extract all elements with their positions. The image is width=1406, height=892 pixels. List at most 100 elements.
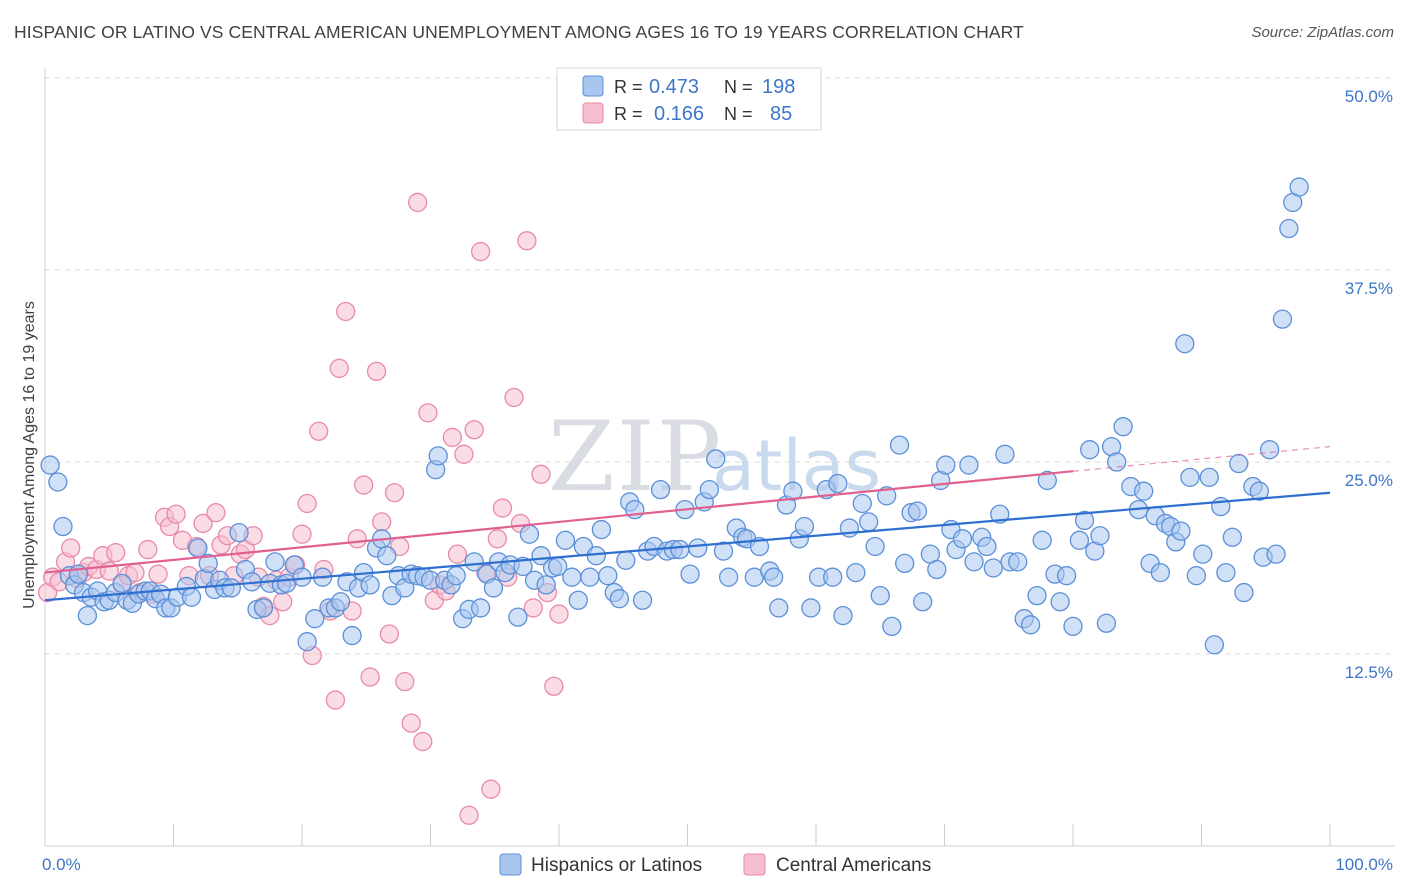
hispanics-point-209 [1289, 177, 1309, 197]
hispanics-point-89 [568, 590, 588, 610]
hispanics-point-159 [995, 444, 1015, 464]
hispanics-point-136 [859, 512, 879, 532]
hispanics-point-152 [952, 529, 973, 549]
central-americans-point-60 [401, 713, 421, 733]
central-americans-point-62 [413, 731, 433, 752]
hispanics-point-140 [882, 616, 902, 637]
hispanics-point-153 [959, 455, 979, 475]
central-americans-point-71 [464, 420, 484, 440]
hispanics-point-84 [536, 575, 556, 595]
central-americans-point-38 [273, 592, 293, 612]
legend-blue-swatch [582, 75, 604, 97]
hispanics-point-111 [699, 479, 719, 500]
hispanics-point-178 [1107, 452, 1127, 472]
hispanics-point-137 [865, 536, 885, 557]
hispanics-point-194 [1199, 467, 1219, 488]
hispanics-point-45 [305, 609, 325, 629]
central-americans-point-53 [360, 667, 380, 687]
legend-pink-r-value: 0.166 [654, 103, 704, 125]
hispanics-point-145 [913, 592, 933, 612]
hispanics-point-80 [513, 556, 533, 577]
hispanics-point-193 [1193, 544, 1213, 564]
x-tick-min: 0.0% [42, 855, 81, 874]
hispanics-point-131 [828, 473, 848, 494]
hispanics-point-175 [1090, 526, 1110, 546]
hispanics-point-168 [1050, 592, 1070, 612]
hispanics-point-207 [1279, 218, 1299, 239]
hispanics-point-130 [823, 567, 843, 587]
hispanics-point-49 [330, 592, 351, 612]
hispanics-point-103 [650, 479, 671, 500]
central-americans-point-63 [418, 403, 438, 423]
bottom-legend-blue-swatch [499, 853, 522, 876]
hispanics-point-72 [464, 552, 484, 572]
legend-pink-swatch [582, 102, 604, 124]
hispanics-point-185 [1150, 562, 1171, 583]
central-americans-point-72 [470, 241, 491, 262]
hispanics-point-114 [718, 567, 739, 587]
hispanics-point-199 [1229, 453, 1249, 474]
chart-title: HISPANIC OR LATINO VS CENTRAL AMERICAN U… [14, 22, 1024, 42]
y-tick-label-2: 37.5% [1345, 279, 1393, 298]
legend-box: R = 0.473 N = 198 R = 0.166 N = 85 [556, 67, 822, 131]
legend-blue-r-value: 0.473 [649, 76, 699, 98]
hispanics-point-32 [221, 578, 241, 598]
hispanics-points [40, 177, 1309, 655]
hispanics-point-94 [598, 566, 618, 586]
hispanics-point-171 [1069, 530, 1090, 550]
central-americans-point-68 [447, 544, 468, 564]
legend-blue-n-label: N = [724, 77, 753, 97]
hispanics-point-202 [1249, 481, 1269, 501]
hispanics-point-37 [253, 598, 274, 618]
x-tick-max: 100.0% [1335, 855, 1393, 874]
central-americans-point-59 [395, 671, 415, 692]
hispanics-point-79 [508, 607, 528, 627]
legend-pink-r-label: R = [614, 104, 643, 124]
central-americans-point-44 [309, 421, 329, 441]
y-axis-label: Unemployment Among Ages 16 to 19 years [21, 301, 38, 609]
central-americans-point-16 [138, 539, 158, 560]
hispanics-point-2 [53, 516, 73, 537]
bottom-legend-hispanics: Hispanics or Latinos [531, 855, 702, 876]
hispanics-point-138 [870, 585, 890, 606]
hispanics-point-200 [1234, 582, 1254, 603]
hispanics-point-135 [852, 493, 872, 514]
hispanics-point-25 [181, 587, 202, 607]
hispanics-point-69 [446, 566, 466, 586]
hispanics-point-109 [688, 538, 708, 558]
central-americans-point-47 [325, 690, 346, 710]
hispanics-point-132 [833, 605, 853, 626]
hispanics-point-75 [483, 578, 504, 598]
hispanics-point-112 [706, 449, 726, 469]
hispanics-point-182 [1134, 481, 1154, 501]
central-americans-point-11 [106, 542, 126, 563]
hispanics-point-195 [1204, 635, 1224, 655]
central-americans-point-70 [459, 805, 479, 825]
hispanics-point-88 [562, 567, 582, 587]
central-americans-point-21 [166, 504, 186, 524]
central-americans-point-84 [544, 676, 564, 696]
legend-blue-n-value: 198 [762, 76, 795, 98]
hispanics-point-198 [1222, 527, 1242, 547]
hispanics-point-158 [990, 504, 1010, 524]
central-americans-point-78 [504, 387, 524, 408]
hispanics-point-190 [1175, 334, 1195, 354]
central-americans-point-42 [297, 493, 317, 514]
central-americans-point-4 [61, 538, 81, 558]
hispanics-point-173 [1080, 440, 1100, 460]
central-americans-point-56 [379, 624, 400, 644]
bottom-legend-central-americans: Central Americans [776, 855, 931, 876]
y-tick-label-1: 25.0% [1345, 471, 1393, 490]
hispanics-point-51 [342, 625, 362, 646]
hispanics-point-7 [77, 605, 98, 626]
hispanics-point-144 [907, 501, 928, 521]
hispanics-trend-line [44, 491, 1331, 602]
hispanics-point-28 [198, 553, 218, 574]
hispanics-point-197 [1216, 562, 1236, 583]
hispanics-point-106 [670, 539, 690, 560]
central-americans-point-61 [407, 192, 428, 213]
hispanics-point-119 [749, 536, 770, 557]
source-label: Source: ZipAtlas.com [1251, 24, 1394, 41]
central-americans-point-67 [442, 427, 462, 448]
hispanics-point-134 [846, 562, 866, 583]
